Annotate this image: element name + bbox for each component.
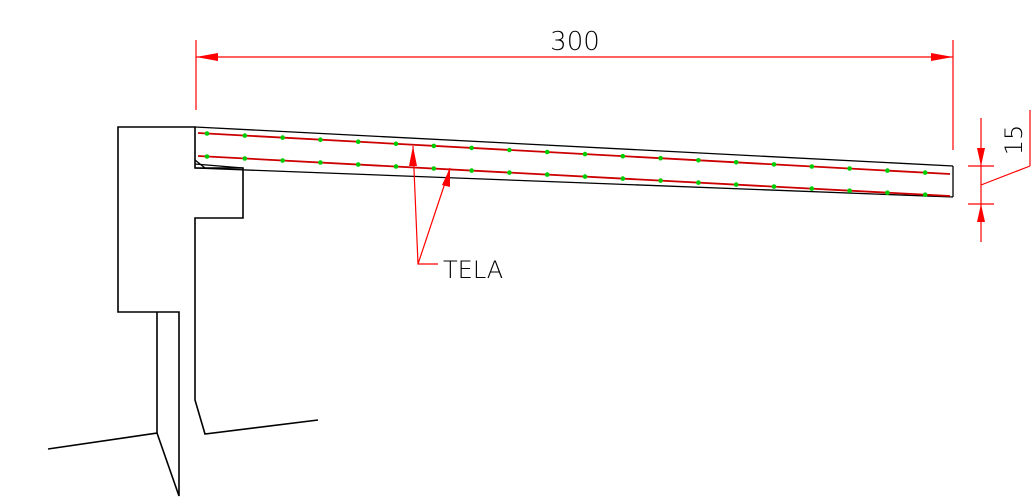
break-zigzag <box>156 366 180 497</box>
rebar-dot-bottom <box>355 162 361 167</box>
thickness-dimension <box>968 110 1031 242</box>
mesh-leader-arrow-2 <box>442 168 450 187</box>
rebar-dot-bottom <box>204 154 210 159</box>
rebar-dot-top <box>355 139 361 144</box>
rebar-dot-bottom <box>280 158 285 163</box>
span-arrow-right <box>931 53 953 61</box>
rebar-dot-bottom <box>507 170 512 175</box>
mesh-leader-arrow-1 <box>409 146 417 166</box>
rebar-dot-top <box>507 147 512 153</box>
bottom-rebar-dots <box>204 154 928 197</box>
rebar-dot-top <box>733 160 739 165</box>
rebar-dot-top <box>242 133 248 138</box>
top-rebar-line <box>197 132 951 175</box>
rebar-dot-top <box>280 135 285 140</box>
slab-bottom-edge <box>194 167 954 198</box>
span-arrow-left <box>196 53 218 61</box>
rebar-dot-top <box>431 143 437 149</box>
rebar-dot-bottom <box>318 160 323 165</box>
mesh-leader-line <box>412 145 438 265</box>
thickness-label: 15 <box>1000 125 1028 156</box>
rebar-dot-bottom <box>242 156 248 161</box>
span-label: 300 <box>550 27 600 57</box>
rebar-mesh <box>197 131 951 197</box>
top-rebar-dots <box>204 131 928 175</box>
rebar-dot-bottom <box>544 172 550 177</box>
thickness-arrow-top <box>977 148 985 166</box>
rebar-dot-bottom <box>658 178 663 183</box>
rebar-dot-bottom <box>733 182 739 187</box>
slab-bearing-line <box>194 163 244 169</box>
rebar-dot-top <box>582 151 588 157</box>
rebar-dot-top <box>696 158 701 163</box>
rebar-dot-bottom <box>696 180 701 185</box>
rebar-dot-bottom <box>771 184 777 189</box>
slab-section <box>194 126 954 198</box>
rebar-dot-top <box>620 153 626 159</box>
rebar-dot-top <box>809 164 815 169</box>
rebar-dot-top <box>204 131 210 136</box>
rebar-dot-top <box>469 145 474 151</box>
thickness-leader <box>980 165 1031 186</box>
rebar-dot-bottom <box>393 164 399 169</box>
wall-section <box>47 126 319 497</box>
rebar-dot-bottom <box>922 192 928 197</box>
rebar-dot-bottom <box>885 190 890 195</box>
rebar-dot-bottom <box>469 168 474 173</box>
wall-outline <box>117 126 319 435</box>
rebar-dot-top <box>318 137 323 142</box>
slab-bearing-tick <box>194 159 206 169</box>
span-dimension <box>195 40 954 150</box>
mesh-label: TELA <box>443 256 503 284</box>
mesh-leader <box>409 145 451 265</box>
rebar-dot-top <box>847 166 852 171</box>
rebar-dot-bottom <box>809 186 815 191</box>
slab-top-edge <box>194 126 954 167</box>
rebar-dot-top <box>393 141 399 147</box>
rebar-dot-top <box>544 149 550 155</box>
thickness-arrow-bottom <box>977 204 985 222</box>
rebar-dot-bottom <box>620 176 626 181</box>
rebar-dot-bottom <box>431 166 437 171</box>
rebar-dot-top <box>658 155 663 161</box>
wall-break-line <box>47 312 158 450</box>
bottom-rebar-line <box>197 155 951 197</box>
rebar-dot-top <box>922 170 928 175</box>
rebar-dot-top <box>771 162 777 167</box>
rebar-dot-top <box>885 168 890 173</box>
rebar-dot-bottom <box>847 188 852 193</box>
rebar-dot-bottom <box>582 174 588 179</box>
